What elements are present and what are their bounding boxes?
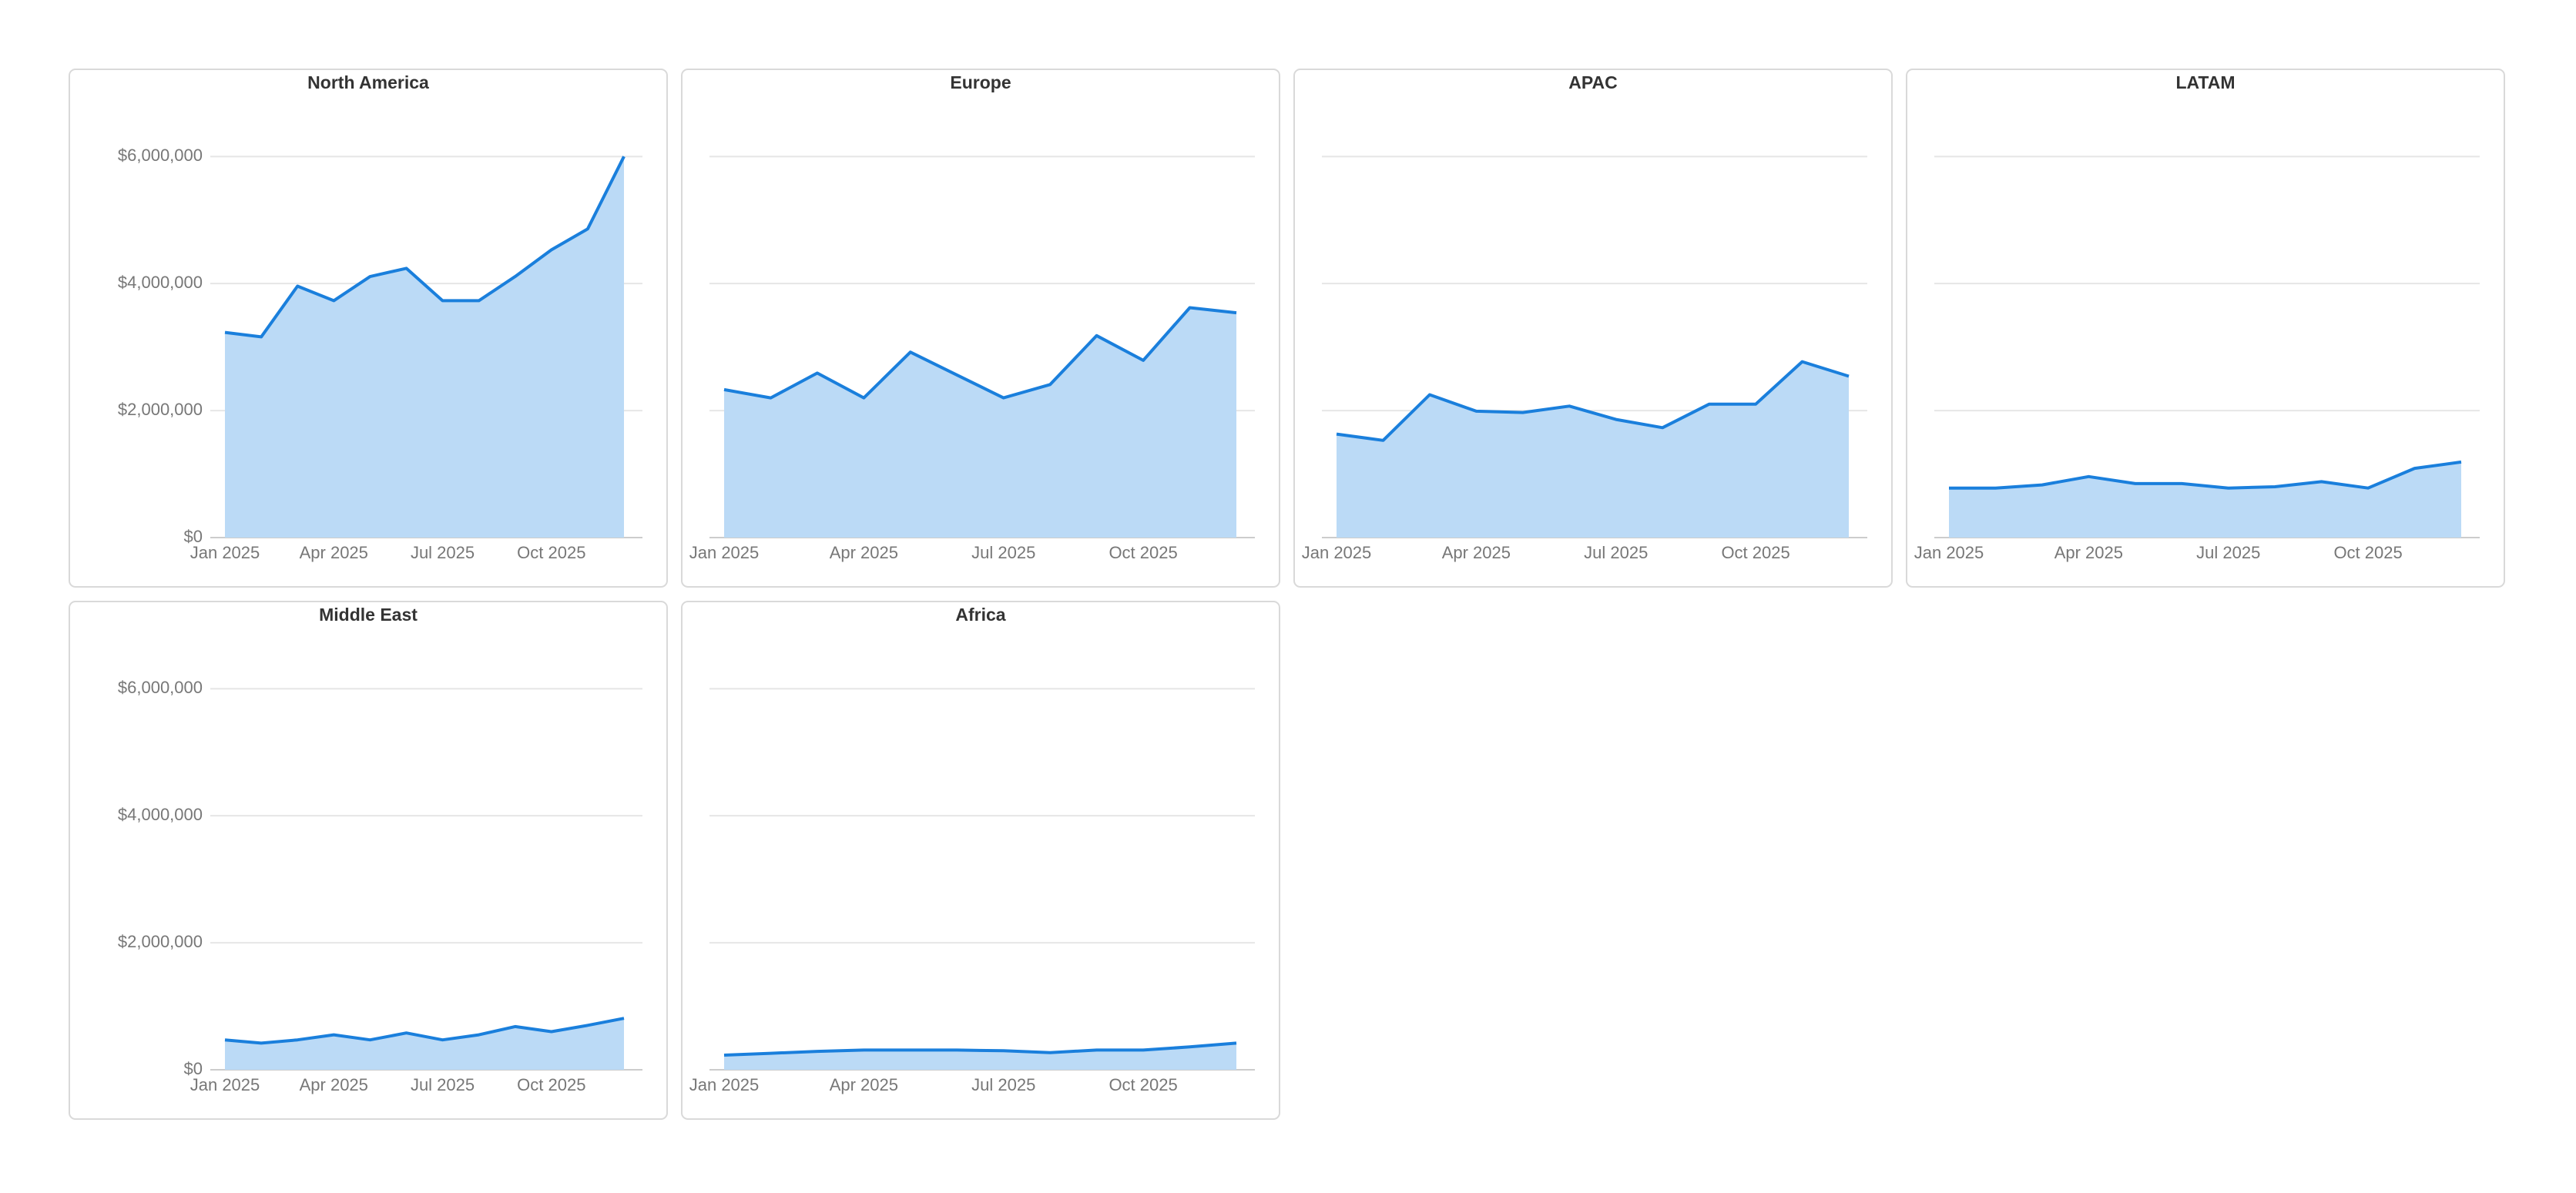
y-tick-label: $4,000,000 [118,805,203,824]
y-tick-label: $6,000,000 [118,678,203,697]
chart-title: LATAM [2175,72,2235,92]
panel-frame [681,601,1280,1120]
area-fill [225,156,624,538]
x-tick-label: Oct 2025 [2333,543,2402,562]
x-tick-label: Jul 2025 [411,1075,475,1094]
x-tick-label: Jan 2025 [1914,543,1984,562]
area-line [224,1017,625,1045]
x-tick-label: Jul 2025 [1584,543,1648,562]
area-line [723,306,1237,400]
area-line [1336,360,1850,442]
x-tick-label: Apr 2025 [300,543,368,562]
y-tick-label: $2,000,000 [118,932,203,951]
chart-panel: Middle East $0 $2,000,000 $4,000,000 $6,000,… [69,601,668,1120]
x-tick-label: Jan 2025 [190,1075,260,1094]
area-line [1949,460,2462,490]
x-tick-label: Oct 2025 [1109,1075,1177,1094]
area-fill [724,1043,1236,1070]
x-tick-label: Jul 2025 [971,543,1035,562]
chart-title: APAC [1568,72,1617,92]
panel-frame [69,601,668,1120]
area-line [224,156,626,339]
area-line [723,1041,1237,1057]
chart-panel: Europe Jan 2025 Apr 2025 Jul 2025 Oct 2025 [681,69,1280,588]
panel-frame [1906,69,2505,588]
area-fill [724,307,1236,538]
x-tick-label: Oct 2025 [1721,543,1789,562]
x-tick-label: Apr 2025 [2054,543,2123,562]
x-tick-label: Jan 2025 [689,543,760,562]
chart-panel: APAC Jan 2025 Apr 2025 Jul 2025 Oct 2025 [1293,69,1893,588]
chart-panel: Africa Jan 2025 Apr 2025 Jul 2025 Oct 2025 [681,601,1280,1120]
chart-panel: North America $0 $2,000,000 $4,000,000 $6,00… [69,69,668,588]
x-tick-label: Jan 2025 [1302,543,1372,562]
x-tick-label: Jul 2025 [971,1075,1035,1094]
y-tick-label: $2,000,000 [118,400,203,419]
x-tick-label: Jul 2025 [2196,543,2260,562]
x-tick-label: Oct 2025 [517,1075,585,1094]
x-tick-label: Apr 2025 [830,1075,898,1094]
chart-panel: LATAM Jan 2025 Apr 2025 Jul 2025 Oct 2025 [1906,69,2505,588]
chart-title: North America [307,72,429,92]
x-tick-label: Jul 2025 [411,543,475,562]
y-tick-label: $4,000,000 [118,273,203,292]
y-tick-label: $6,000,000 [118,146,203,165]
x-tick-label: Apr 2025 [1442,543,1511,562]
chart-title: Europe [950,72,1011,92]
x-tick-label: Oct 2025 [1109,543,1177,562]
x-tick-label: Jan 2025 [689,1075,760,1094]
chart-title: Africa [955,605,1005,625]
y-tick-label: $0 [184,527,203,546]
x-tick-label: Oct 2025 [517,543,585,562]
x-tick-label: Jan 2025 [190,543,260,562]
area-fill [1949,461,2461,538]
area-fill [225,1018,624,1070]
y-tick-label: $0 [184,1059,203,1078]
x-tick-label: Apr 2025 [300,1075,368,1094]
x-tick-label: Apr 2025 [830,543,898,562]
chart-title: Middle East [319,605,418,625]
